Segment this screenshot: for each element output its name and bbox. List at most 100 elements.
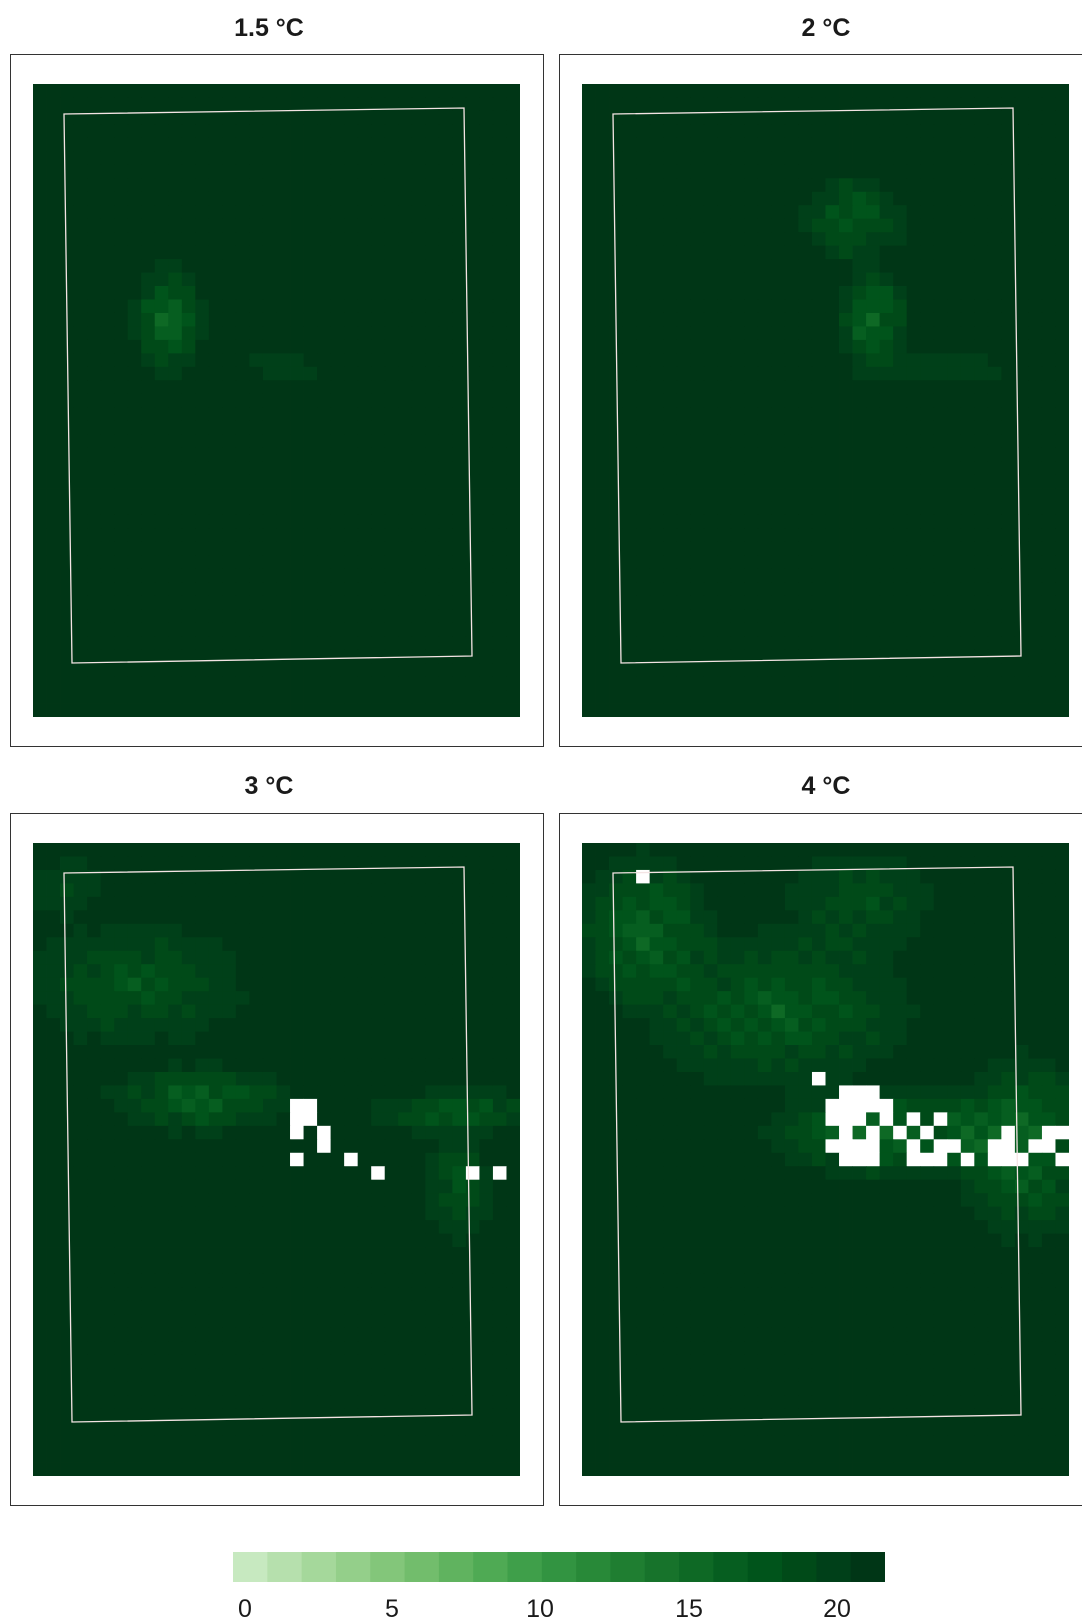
heatmap-cell — [703, 407, 718, 422]
heatmap-cell — [811, 703, 826, 717]
heatmap-cell — [60, 366, 74, 381]
heatmap-cell — [384, 339, 399, 354]
heatmap-cell — [744, 272, 759, 287]
heatmap-cell — [920, 407, 935, 422]
heatmap-cell — [249, 636, 264, 651]
heatmap-cell — [344, 110, 359, 125]
heatmap-cell — [73, 137, 88, 152]
heatmap-cell — [411, 622, 426, 637]
heatmap-cell — [330, 339, 345, 354]
heatmap-cell — [771, 339, 786, 354]
heatmap-cell — [303, 366, 318, 381]
heatmap-cell — [46, 1233, 61, 1248]
heatmap-cell — [398, 1287, 413, 1302]
heatmap-cell — [317, 1085, 332, 1100]
heatmap-cell — [384, 205, 399, 220]
heatmap-cell — [879, 353, 894, 368]
heatmap-cell — [730, 232, 745, 247]
heatmap-cell — [73, 1125, 88, 1140]
heatmap-cell — [317, 528, 332, 543]
heatmap-cell — [690, 514, 705, 529]
heatmap-cell — [398, 636, 413, 651]
heatmap-cell — [33, 663, 47, 677]
heatmap-cell — [730, 339, 745, 354]
heatmap-cell — [276, 1098, 291, 1113]
heatmap-cell — [906, 488, 921, 502]
heatmap-cell — [1028, 690, 1043, 704]
heatmap-cell — [290, 205, 304, 220]
heatmap-cell — [195, 1071, 210, 1086]
heatmap-cell — [663, 151, 678, 166]
heatmap-cell — [317, 1125, 332, 1140]
heatmap-cell — [141, 1045, 156, 1059]
heatmap-cell — [154, 191, 169, 206]
heatmap-cell — [839, 582, 853, 597]
heatmap-cell — [811, 299, 826, 314]
heatmap-cell — [154, 977, 169, 992]
heatmap-cell — [839, 690, 853, 704]
heatmap-cell — [384, 1098, 399, 1113]
heatmap-cell — [168, 883, 183, 898]
heatmap-cell — [1028, 245, 1043, 260]
heatmap-cell — [811, 474, 826, 489]
heatmap-cell — [249, 1166, 264, 1181]
heatmap-cell — [506, 312, 520, 327]
heatmap-cell — [330, 1381, 345, 1396]
heatmap-cell — [717, 461, 732, 475]
heatmap-cell — [866, 609, 881, 624]
heatmap-cell — [492, 636, 507, 651]
heatmap-cell — [411, 1193, 426, 1208]
heatmap-cell — [825, 286, 840, 300]
heatmap-cell — [168, 568, 183, 583]
heatmap-cell — [1055, 137, 1069, 152]
heatmap-cell — [771, 380, 786, 395]
heatmap-cell — [506, 1193, 520, 1208]
heatmap-cell — [411, 353, 426, 368]
heatmap-cell — [330, 407, 345, 422]
heatmap-cell — [852, 663, 867, 677]
heatmap-cell — [73, 1220, 88, 1234]
heatmap-cell — [114, 1098, 129, 1113]
heatmap-cell — [960, 447, 975, 462]
heatmap-cell — [208, 1166, 223, 1181]
heatmap-cell — [290, 1408, 304, 1423]
heatmap-cell — [303, 1152, 318, 1167]
heatmap-cell — [235, 393, 250, 408]
heatmap-cell — [947, 622, 962, 637]
heatmap-cell — [465, 97, 480, 112]
heatmap-cell — [141, 1193, 156, 1208]
heatmap-cell — [100, 326, 115, 341]
heatmap-cell — [595, 703, 610, 717]
heatmap-cell — [60, 393, 74, 408]
heatmap-cell — [344, 937, 359, 952]
heatmap-cell — [852, 474, 867, 489]
heatmap-cell — [438, 1381, 453, 1396]
heatmap-cell — [330, 1085, 345, 1100]
heatmap-cell — [168, 1341, 183, 1356]
heatmap-cell — [425, 910, 440, 925]
heatmap-cell — [114, 991, 129, 1006]
heatmap-cell — [438, 366, 453, 381]
heatmap-cell — [757, 434, 772, 449]
heatmap-cell — [987, 299, 1002, 314]
heatmap-cell — [479, 1071, 494, 1086]
heatmap-cell — [222, 910, 237, 925]
heatmap-cell — [303, 232, 318, 247]
heatmap-cell — [46, 636, 61, 651]
heatmap-cell — [60, 555, 74, 570]
heatmap-cell — [506, 1381, 520, 1396]
heatmap-cell — [703, 366, 718, 381]
heatmap-cell — [344, 245, 359, 260]
heatmap-cell — [127, 690, 142, 704]
heatmap-cell — [114, 286, 129, 300]
heatmap-cell — [222, 869, 237, 884]
heatmap-cell — [357, 514, 372, 529]
heatmap-cell — [262, 178, 277, 193]
heatmap-cell — [87, 1206, 102, 1221]
heatmap-cell — [595, 178, 610, 193]
heatmap-cell — [839, 272, 853, 287]
heatmap-cell — [344, 178, 359, 193]
heatmap-cell — [690, 595, 705, 610]
heatmap-cell — [933, 151, 948, 166]
heatmap-cell — [33, 923, 47, 938]
